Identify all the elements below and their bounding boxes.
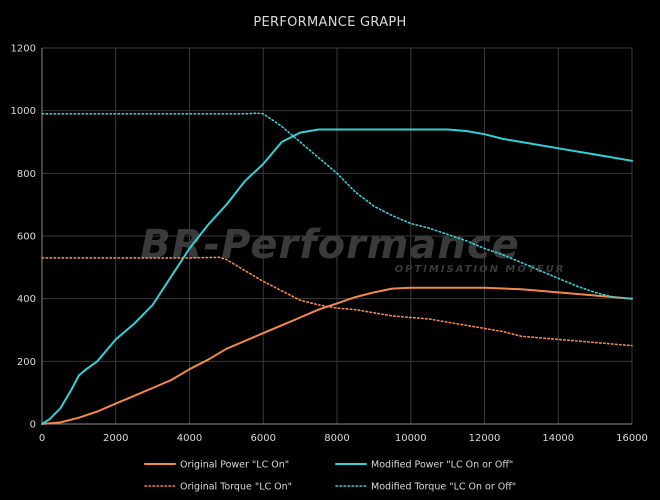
y-tick-label: 600 xyxy=(17,232,36,243)
y-tick-label: 200 xyxy=(17,357,36,368)
legend-label-original-torque: Original Torque "LC On" xyxy=(180,482,292,493)
y-tick-label: 800 xyxy=(17,169,36,180)
series-line-original-power xyxy=(41,286,633,425)
x-tick-label: 4000 xyxy=(177,433,202,444)
y-tick-label: 1200 xyxy=(11,44,36,55)
x-tick-labels: 0 2000 4000 6000 8000 10000 12000 14000 16000 xyxy=(39,433,648,444)
x-tick-label: 10000 xyxy=(395,433,427,444)
y-tick-labels: 0 200 400 600 800 1000 1200 xyxy=(11,44,36,431)
series-line-original-torque xyxy=(41,256,633,347)
x-tick-label: 16000 xyxy=(616,433,648,444)
x-tick-label: 8000 xyxy=(324,433,349,444)
legend-label-original-power: Original Power "LC On" xyxy=(180,460,289,471)
y-tick-label: 400 xyxy=(17,294,36,305)
x-tick-label: 2000 xyxy=(103,433,128,444)
axes xyxy=(41,48,632,425)
x-tick-label: 6000 xyxy=(251,433,276,444)
y-tick-label: 1000 xyxy=(11,106,36,117)
series-line-modified-torque xyxy=(41,112,633,300)
watermark-brand: BR-Performance xyxy=(140,222,520,268)
x-tick-label: 0 xyxy=(39,433,45,444)
legend: Original Power "LC On" Modified Power "LC… xyxy=(144,460,516,493)
legend-label-modified-power: Modified Power "LC On or Off" xyxy=(371,460,513,471)
x-tick-label: 14000 xyxy=(542,433,574,444)
series-line-modified-power xyxy=(41,128,633,425)
series-lines xyxy=(41,112,633,425)
watermark-tagline: OPTIMISATION MOTEUR xyxy=(395,264,566,275)
grid-lines xyxy=(42,47,633,424)
x-tick-label: 12000 xyxy=(469,433,501,444)
legend-label-modified-torque: Modified Torque "LC On or Off" xyxy=(371,482,516,493)
chart-title: PERFORMANCE GRAPH xyxy=(253,15,406,30)
y-tick-label: 0 xyxy=(30,420,36,431)
